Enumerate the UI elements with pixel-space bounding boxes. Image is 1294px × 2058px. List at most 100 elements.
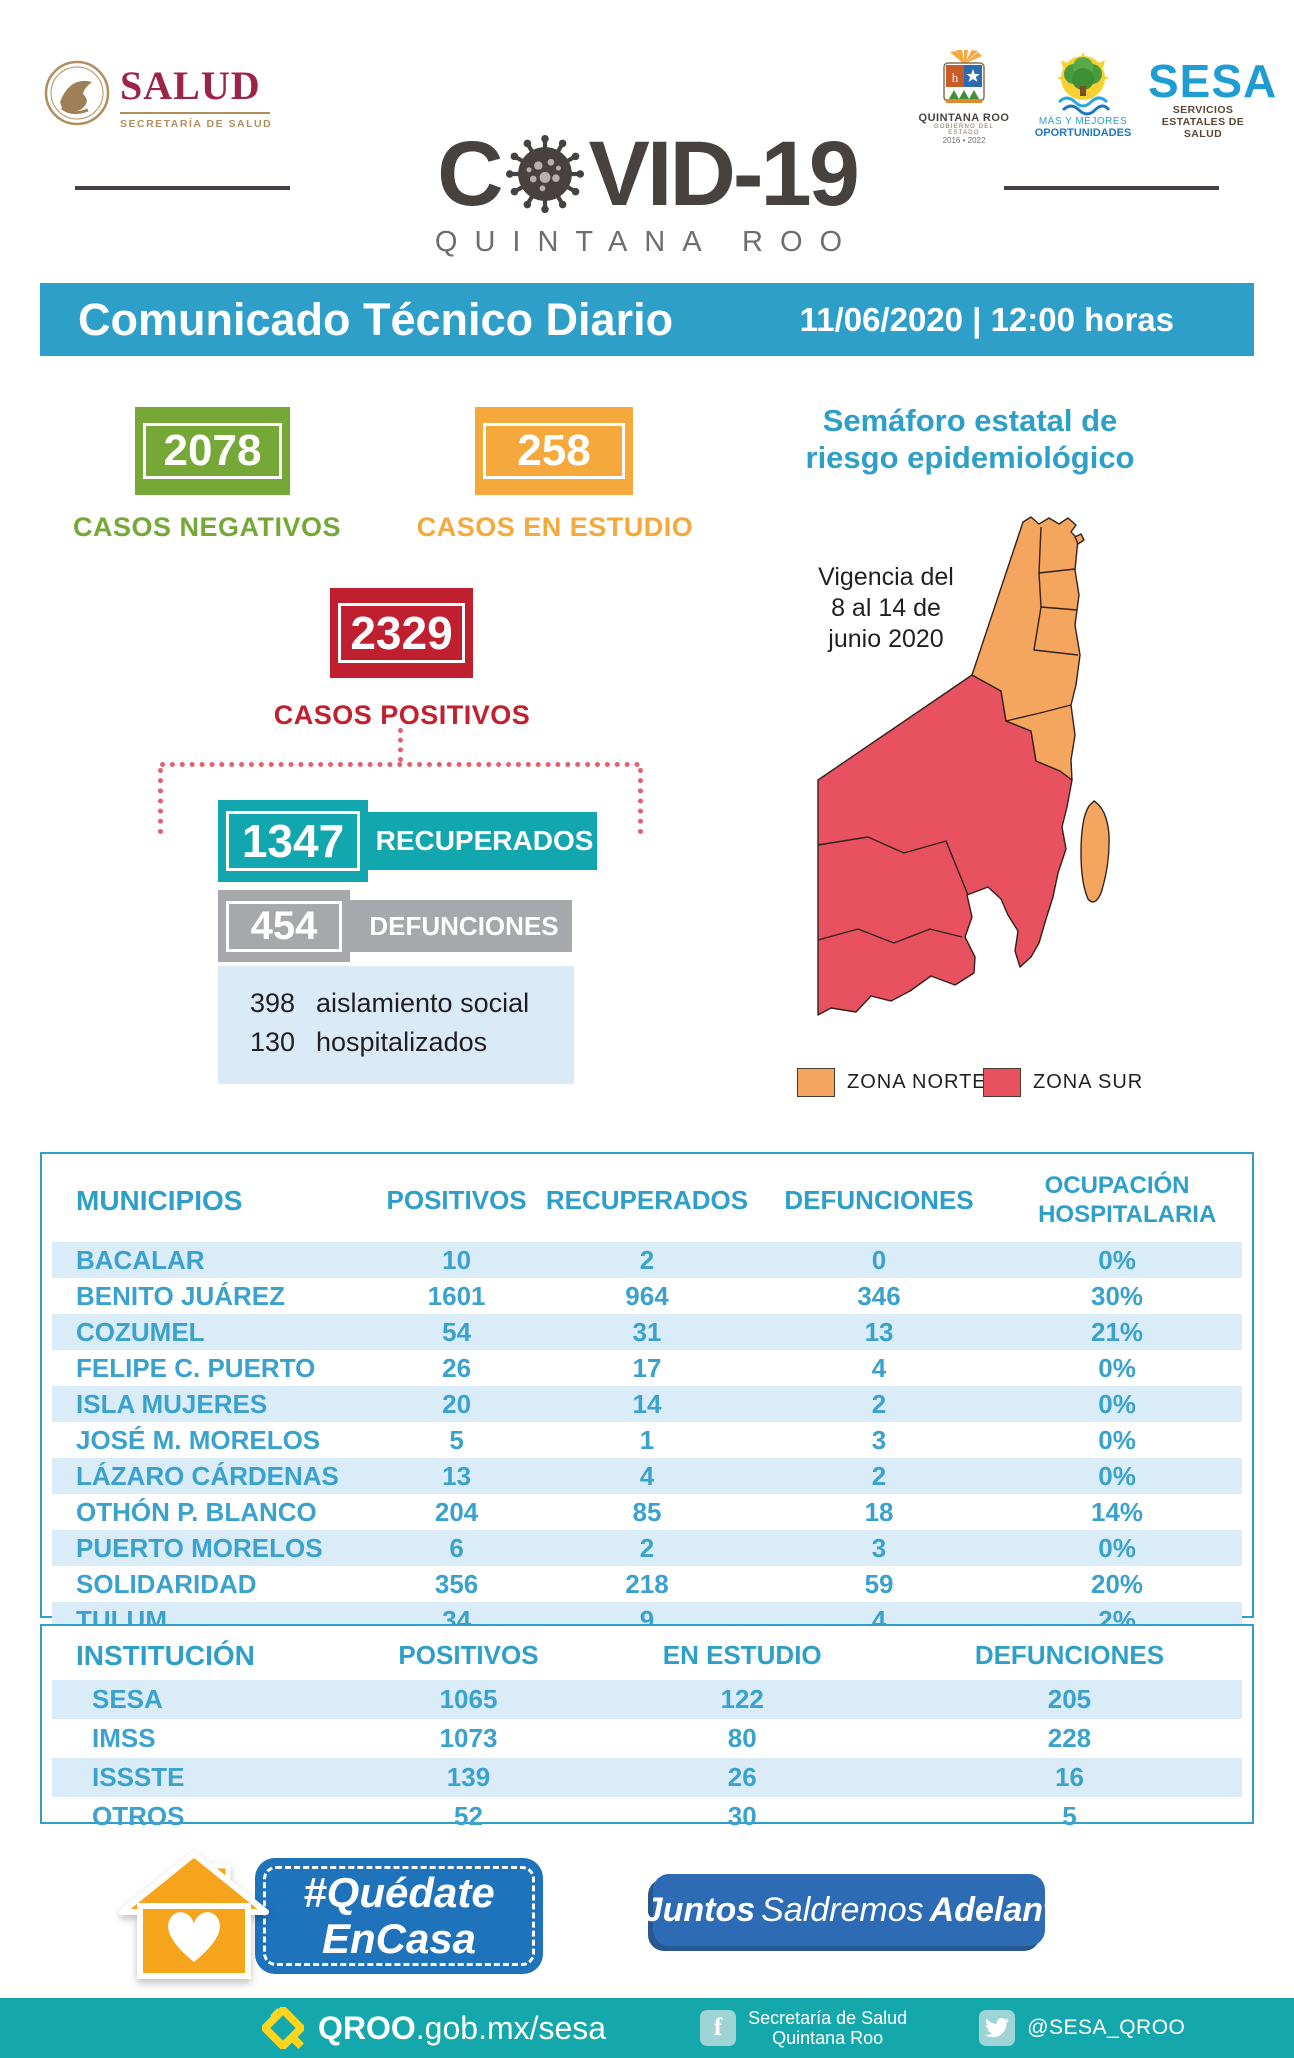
defunciones-label: DEFUNCIONES (369, 910, 559, 941)
municipio-defunciones: 13 (765, 1314, 993, 1350)
municipio-name: BENITO JUÁREZ (76, 1280, 285, 1311)
twitter-icon (979, 2010, 1016, 2046)
municipio-positivos: 1601 (427, 1280, 486, 1311)
instituciones-table-box: INSTITUCIÓN POSITIVOS EN ESTUDIO DEFUNCI… (40, 1624, 1254, 1831)
table-row: ISSSTE 139 26 16 (52, 1758, 1242, 1797)
municipio-defunciones: 2 (765, 1386, 993, 1422)
municipio-positivos: 10 (385, 1242, 528, 1278)
quedate-text: #Quédate EnCasa (255, 1858, 543, 1974)
oportunidades-logo: MÁS Y MEJORES OPORTUNIDADES (1028, 52, 1138, 139)
table-row: JOSÉ M. MORELOS 5 1 3 0% (52, 1422, 1242, 1458)
municipio-recuperados: 14 (527, 1386, 766, 1422)
municipio-positivos: 5 (449, 1424, 464, 1455)
table-row: OTHÓN P. BLANCO 204 85 18 14% (52, 1494, 1242, 1530)
table-row: SESA 1065 122 205 (52, 1680, 1242, 1719)
col-inst-estudio: EN ESTUDIO (662, 1639, 822, 1670)
semaforo-title-line1: Semáforo estatal de (822, 403, 1118, 438)
facebook-account: Secretaría de Salud Quintana Roo (748, 2008, 907, 2048)
municipio-name: COZUMEL (52, 1314, 386, 1350)
zona-sur-label: ZONA SUR (1033, 1071, 1144, 1093)
municipios-table-box: MUNICIPIOS POSITIVOS RECUPERADOS DEFUNCI… (40, 1152, 1254, 1638)
twitter-handle: @SESA_QROO (1027, 2016, 1186, 2039)
quedate-en-casa-badge: #Quédate EnCasa (255, 1858, 543, 1974)
municipio-recuperados: 2 (527, 1530, 766, 1566)
legend-zona-norte: ZONA NORTE (797, 1068, 987, 1097)
municipio-defunciones: 3 (765, 1530, 993, 1566)
municipio-recuperados: 4 (527, 1458, 766, 1494)
quintana-roo-logo: h QUINTANA ROO GOBIERNO DEL ESTADO 2016 … (918, 50, 1010, 145)
salud-logo (42, 56, 112, 135)
municipio-ocupacion: 21% (992, 1314, 1242, 1350)
institucion-estudio: 26 (587, 1758, 897, 1797)
oportunidades-line1: MÁS Y MEJORES (1038, 116, 1128, 127)
connector-dots-left (158, 768, 163, 834)
title-rule-left (75, 186, 290, 190)
institucion-positivos: 1073 (439, 1723, 498, 1753)
municipio-recuperados: 2 (527, 1242, 766, 1278)
table-row: ISLA MUJERES 20 14 2 0% (52, 1386, 1242, 1422)
defunciones-strip: DEFUNCIONES (344, 900, 572, 952)
recuperados-strip: RECUPERADOS (360, 812, 597, 870)
semaforo-title-line2: riesgo epidemiológico (805, 440, 1135, 475)
municipio-positivos: 54 (385, 1314, 528, 1350)
banner-datetime: 11/06/2020 | 12:00 horas (799, 300, 1174, 338)
vigencia-line1: Vigencia del (818, 563, 954, 591)
col-ocupacion: OCUPACIÓN HOSPITALARIA (1038, 1172, 1217, 1228)
detail-line-hospitalizados: 130 hospitalizados (250, 1027, 574, 1058)
covid-title: C VID-19 (0, 128, 1294, 220)
positivos-box: 2329 (330, 588, 473, 678)
institucion-defunciones: 205 (896, 1680, 1242, 1719)
quedate-line2: EnCasa (321, 1915, 477, 1962)
municipio-positivos: 20 (385, 1386, 528, 1422)
legend-zona-sur: ZONA SUR (983, 1068, 1143, 1097)
covid-title-right: VID-19 (588, 123, 860, 225)
house-heart-icon (119, 1851, 269, 1979)
recuperados-box: 1347 (218, 800, 368, 882)
sesa-logo: SESA SERVICIOS ESTATALES DE SALUD (1148, 58, 1276, 140)
municipio-name: BACALAR (52, 1242, 386, 1278)
dashed-border (263, 1866, 535, 1966)
qroo-logo-line3: 2016 • 2022 (942, 136, 986, 145)
institucion-positivos: 1065 (349, 1680, 588, 1719)
col-municipios: MUNICIPIOS (76, 1184, 243, 1216)
municipio-defunciones: 18 (864, 1496, 894, 1527)
positivos-value: 2329 (338, 603, 465, 663)
hospitalizados-label: hospitalizados (316, 1027, 488, 1057)
zona-sur-swatch (983, 1068, 1021, 1097)
table-row: COZUMEL 54 31 13 21% (52, 1314, 1242, 1350)
municipio-positivos: 204 (434, 1496, 479, 1527)
recuperados-label: RECUPERADOS (375, 825, 594, 856)
institucion-positivos: 52 (454, 1801, 483, 1831)
table-row: LÁZARO CÁRDENAS 13 4 2 0% (52, 1458, 1242, 1494)
col-recuperados: RECUPERADOS (545, 1184, 749, 1215)
municipio-positivos: 356 (434, 1568, 479, 1599)
covid-subtitle: QUINTANA ROO (434, 226, 860, 258)
connector-dots-right (638, 768, 643, 834)
table-row: PUERTO MORELOS 6 2 3 0% (52, 1530, 1242, 1566)
municipio-ocupacion: 14% (1091, 1496, 1144, 1527)
municipio-ocupacion: 0% (1098, 1352, 1136, 1383)
municipio-defunciones: 59 (864, 1568, 894, 1599)
col-inst-positivos: POSITIVOS (398, 1639, 539, 1670)
instituciones-table-header: INSTITUCIÓN POSITIVOS EN ESTUDIO DEFUNCI… (52, 1630, 1242, 1680)
oportunidades-line2: OPORTUNIDADES (1034, 127, 1132, 139)
defunciones-box: 454 (218, 890, 350, 962)
sesa-subtitle: SERVICIOS ESTATALES DE SALUD (1161, 104, 1245, 140)
quintana-roo-map (817, 516, 1110, 1016)
municipio-ocupacion: 0% (992, 1386, 1242, 1422)
municipio-defunciones: 346 (857, 1280, 901, 1311)
municipio-recuperados: 964 (625, 1280, 669, 1311)
juntos-part3: Adelante (929, 1890, 1074, 1929)
juntos-saldremos-badge: #Juntos Saldremos Adelante (625, 1874, 1073, 1946)
municipio-recuperados: 1 (639, 1424, 655, 1455)
footer-bar: QROO.gob.mx/sesa f Secretaría de Salud Q… (0, 1998, 1294, 2058)
zona-norte-swatch (797, 1068, 835, 1097)
municipios-table-body: BACALAR 10 2 0 0% BENITO JUÁREZ 1601 964… (52, 1242, 1242, 1638)
municipio-recuperados: 218 (625, 1568, 669, 1599)
defunciones-value: 454 (226, 900, 342, 952)
municipio-ocupacion: 0% (992, 1530, 1242, 1566)
municipio-ocupacion: 0% (1098, 1424, 1136, 1455)
eagle-seal-icon (44, 60, 110, 126)
municipio-name: ISLA MUJERES (52, 1386, 386, 1422)
qroo-logo-line2: GOBIERNO DEL ESTADO (933, 124, 995, 136)
